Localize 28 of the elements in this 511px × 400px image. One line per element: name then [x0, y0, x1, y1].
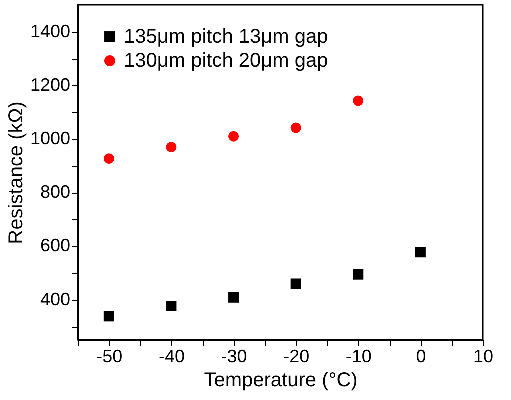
y-tick-label: 1000 [30, 128, 70, 148]
point [353, 269, 364, 280]
point [166, 142, 177, 153]
point [290, 278, 302, 290]
x-tick-label: 0 [416, 346, 426, 366]
y-axis-title: Resistance (kΩ) [5, 102, 28, 244]
point [228, 131, 240, 142]
point [104, 311, 114, 322]
x-tick-label: -30 [221, 346, 248, 366]
point [415, 247, 426, 258]
x-tick-label: -10 [346, 346, 372, 366]
legend-label: 135μm pitch 13μm gap [124, 26, 328, 48]
legend-label: 130μm pitch 20μm gap [124, 50, 328, 72]
y-tick-label: 800 [40, 182, 70, 202]
y-tick-label: 1200 [30, 74, 70, 95]
x-tick-label: -50 [96, 346, 123, 366]
point [104, 154, 114, 164]
y-tick-label: 400 [40, 289, 70, 310]
y-tick-label: 600 [40, 236, 70, 256]
y-tick-label: 1400 [30, 21, 70, 42]
x-tick-label: 10 [473, 346, 494, 366]
x-axis-title: Temperature (°C) [204, 370, 358, 392]
point [166, 300, 177, 312]
point [290, 122, 302, 134]
x-tick-label: -20 [284, 346, 310, 366]
x-tick-label: -40 [158, 346, 185, 366]
point [228, 292, 240, 303]
point [353, 96, 364, 106]
